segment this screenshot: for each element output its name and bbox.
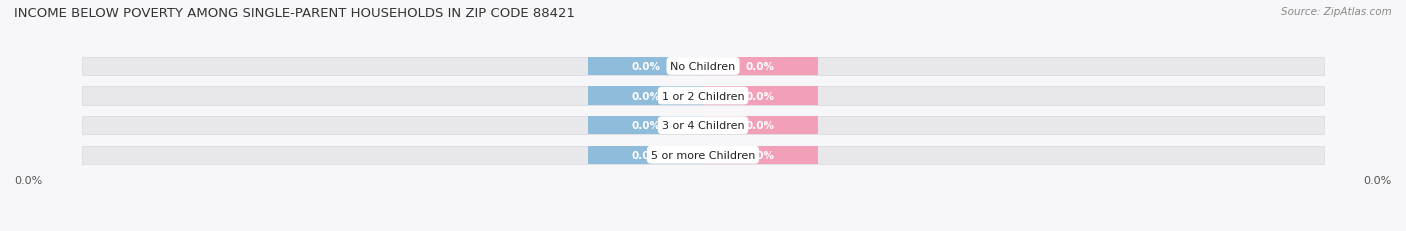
Bar	[703, 146, 1324, 164]
Text: 5 or more Children: 5 or more Children	[651, 150, 755, 160]
Bar	[703, 116, 1324, 135]
Text: Source: ZipAtlas.com: Source: ZipAtlas.com	[1281, 7, 1392, 17]
Text: 0.0%: 0.0%	[631, 91, 659, 101]
Bar	[703, 116, 818, 135]
Text: No Children: No Children	[671, 62, 735, 72]
Bar	[703, 87, 1324, 105]
Bar	[703, 58, 818, 76]
Bar	[703, 58, 1324, 76]
Bar	[703, 87, 818, 105]
Bar	[588, 146, 703, 164]
Text: 0.0%: 0.0%	[14, 175, 42, 185]
Bar	[588, 58, 703, 76]
Text: 0.0%: 0.0%	[1364, 175, 1392, 185]
Text: 0.0%: 0.0%	[747, 62, 775, 72]
Legend: Single Father, Single Mother: Single Father, Single Mother	[600, 228, 806, 231]
Text: 0.0%: 0.0%	[631, 150, 659, 160]
Text: 0.0%: 0.0%	[747, 91, 775, 101]
Text: 1 or 2 Children: 1 or 2 Children	[662, 91, 744, 101]
Bar	[82, 116, 703, 135]
Bar	[82, 87, 703, 105]
Text: 0.0%: 0.0%	[631, 121, 659, 131]
Text: 0.0%: 0.0%	[747, 150, 775, 160]
Text: INCOME BELOW POVERTY AMONG SINGLE-PARENT HOUSEHOLDS IN ZIP CODE 88421: INCOME BELOW POVERTY AMONG SINGLE-PARENT…	[14, 7, 575, 20]
Bar	[703, 146, 818, 164]
Bar	[82, 58, 703, 76]
Text: 3 or 4 Children: 3 or 4 Children	[662, 121, 744, 131]
Text: 0.0%: 0.0%	[631, 62, 659, 72]
Bar	[588, 116, 703, 135]
Bar	[588, 87, 703, 105]
Text: 0.0%: 0.0%	[747, 121, 775, 131]
Bar	[82, 146, 703, 164]
